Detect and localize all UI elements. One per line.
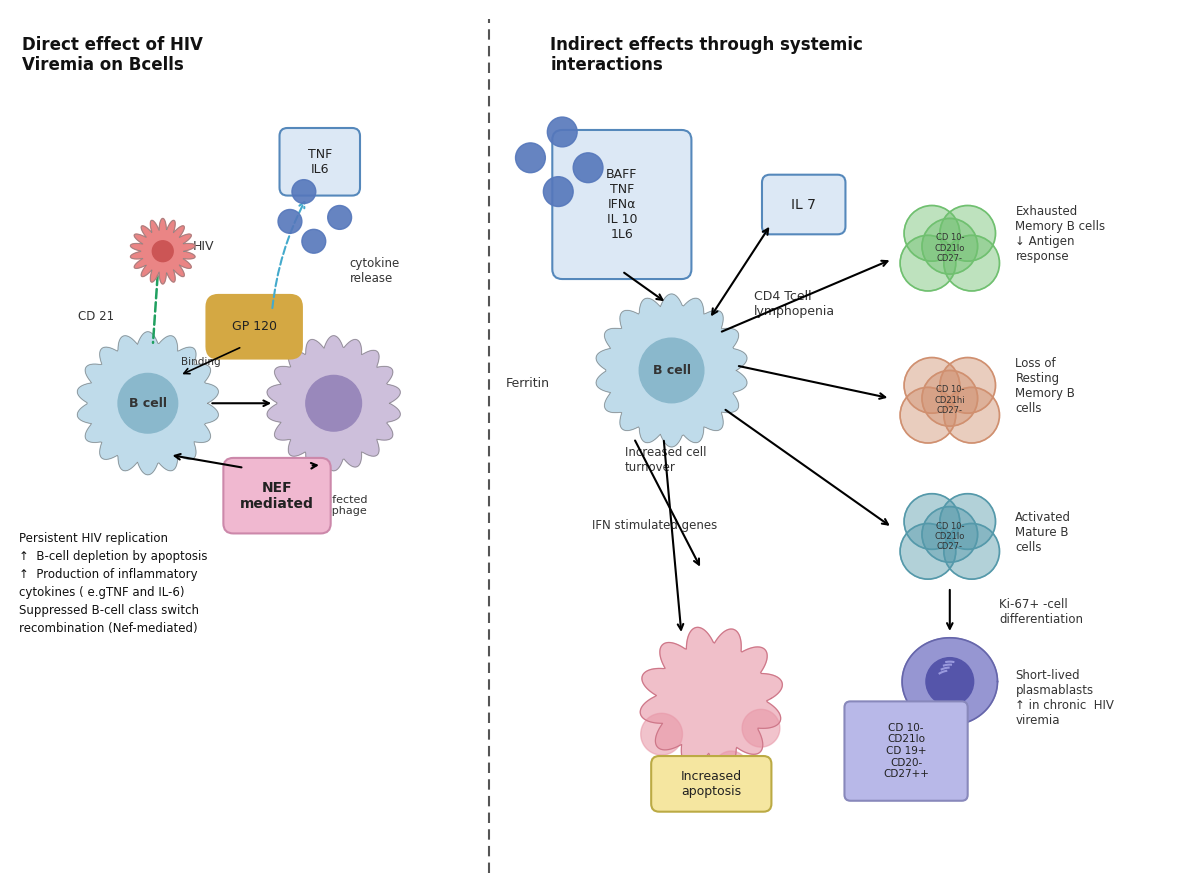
Text: CD 21: CD 21 <box>78 310 114 323</box>
Circle shape <box>547 117 577 147</box>
Text: Ki-67+ -cell
differentiation: Ki-67+ -cell differentiation <box>1000 598 1084 626</box>
Circle shape <box>922 370 978 426</box>
Circle shape <box>306 376 361 431</box>
Text: Ferritin: Ferritin <box>505 377 550 390</box>
Circle shape <box>328 205 352 229</box>
FancyBboxPatch shape <box>845 702 967 801</box>
Text: Indirect effects through systemic
interactions: Indirect effects through systemic intera… <box>551 36 863 75</box>
Circle shape <box>152 241 173 262</box>
FancyBboxPatch shape <box>206 295 302 359</box>
Polygon shape <box>596 294 746 447</box>
Text: Short-lived
plasmablasts
↑ in chronic  HIV
viremia: Short-lived plasmablasts ↑ in chronic HI… <box>1015 670 1115 727</box>
Polygon shape <box>131 218 196 284</box>
Circle shape <box>640 338 704 403</box>
Circle shape <box>922 507 978 562</box>
Text: NEF
mediated: NEF mediated <box>240 480 314 511</box>
Text: CD 10-
CD21lo
CD27-: CD 10- CD21lo CD27- <box>935 521 965 551</box>
Circle shape <box>302 229 325 253</box>
Text: Binding: Binding <box>181 356 221 367</box>
Circle shape <box>904 205 960 261</box>
Circle shape <box>292 179 316 203</box>
FancyBboxPatch shape <box>762 175 846 234</box>
Polygon shape <box>641 627 782 770</box>
Circle shape <box>926 658 973 705</box>
Text: CD 10-
CD21lo
CD 19+
CD20-
CD27++: CD 10- CD21lo CD 19+ CD20- CD27++ <box>883 723 929 780</box>
Circle shape <box>944 524 1000 579</box>
Circle shape <box>900 524 955 579</box>
Circle shape <box>940 205 996 261</box>
Circle shape <box>544 177 574 207</box>
Text: Persistent HIV replication
↑  B-cell depletion by apoptosis
↑  Production of inf: Persistent HIV replication ↑ B-cell depl… <box>19 533 208 636</box>
Circle shape <box>904 494 960 550</box>
Circle shape <box>516 143 545 172</box>
Text: BAFF
TNF
IFNα
IL 10
1L6: BAFF TNF IFNα IL 10 1L6 <box>606 168 637 241</box>
FancyBboxPatch shape <box>552 130 691 279</box>
Circle shape <box>900 387 955 443</box>
Circle shape <box>940 494 996 550</box>
Circle shape <box>944 235 1000 291</box>
Circle shape <box>118 374 178 433</box>
FancyBboxPatch shape <box>652 756 772 812</box>
Circle shape <box>574 153 602 183</box>
Polygon shape <box>268 336 401 471</box>
FancyBboxPatch shape <box>280 128 360 195</box>
Circle shape <box>904 358 960 413</box>
Text: CD4 Tcell
lymphopenia: CD4 Tcell lymphopenia <box>754 289 835 318</box>
Text: IL 7: IL 7 <box>791 197 816 211</box>
Circle shape <box>940 358 996 413</box>
Text: cytokine
release: cytokine release <box>349 258 400 285</box>
Text: GP 120: GP 120 <box>232 321 277 333</box>
Polygon shape <box>714 751 748 785</box>
FancyBboxPatch shape <box>223 458 331 534</box>
Circle shape <box>900 235 955 291</box>
Text: Exhausted
Memory B cells
↓ Antigen
response: Exhausted Memory B cells ↓ Antigen respo… <box>1015 205 1105 264</box>
Text: HIV: HIV <box>192 240 214 253</box>
Polygon shape <box>641 713 683 755</box>
Circle shape <box>278 210 302 234</box>
Text: Activated
Mature B
cells: Activated Mature B cells <box>1015 511 1072 554</box>
Text: HIV Infected
Macrophage: HIV Infected Macrophage <box>299 495 368 516</box>
Circle shape <box>944 387 1000 443</box>
Text: IFN stimulated genes: IFN stimulated genes <box>592 519 718 532</box>
Text: TNF
IL6: TNF IL6 <box>307 147 332 176</box>
Circle shape <box>922 218 978 274</box>
Text: B cell: B cell <box>653 364 690 377</box>
Polygon shape <box>77 332 218 475</box>
Polygon shape <box>742 710 780 747</box>
Text: CD 10-
CD21lo
CD27-: CD 10- CD21lo CD27- <box>935 234 965 263</box>
Text: Increased
apoptosis: Increased apoptosis <box>680 770 742 797</box>
Text: CD 10-
CD21hi
CD27-: CD 10- CD21hi CD27- <box>935 385 965 416</box>
Text: Loss of
Resting
Memory B
cells: Loss of Resting Memory B cells <box>1015 357 1075 416</box>
Text: Direct effect of HIV
Viremia on Bcells: Direct effect of HIV Viremia on Bcells <box>22 36 203 75</box>
Polygon shape <box>902 638 997 725</box>
Text: Increased cell
turnover: Increased cell turnover <box>625 446 707 474</box>
Text: B cell: B cell <box>128 397 167 409</box>
